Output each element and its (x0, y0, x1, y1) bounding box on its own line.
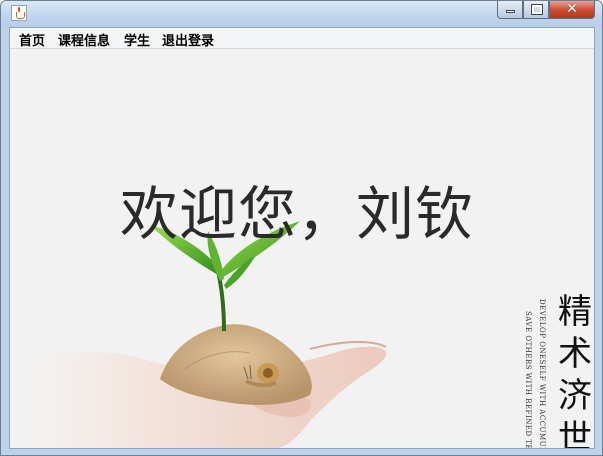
maximize-icon (532, 5, 542, 14)
java-app-icon[interactable] (11, 5, 27, 21)
vertical-english-text-1: DEVELOP ONESELF WITH ACCUMULATING VIRTUE (538, 299, 546, 448)
client-area: 首页 课程信息 学生 退出登录 (9, 27, 595, 449)
menu-logout[interactable]: 退出登录 (162, 34, 215, 49)
welcome-text: 欢迎您，刘钦 (120, 180, 475, 248)
minimize-icon (506, 10, 515, 13)
menu-home[interactable]: 首页 (19, 34, 46, 49)
calligraphy-char: 术 (558, 334, 592, 374)
close-icon: ✕ (566, 1, 578, 17)
calligraphy-char: 济 (558, 376, 592, 416)
background-image: 欢迎您，刘钦 精 术 济 世 DEVELOP ONESELF WITH ACCU… (10, 49, 594, 448)
calligraphy-char: 世 (558, 418, 592, 448)
menu-bar: 首页 课程信息 学生 退出登录 (10, 28, 594, 49)
seedling-hand-illustration (10, 221, 387, 448)
menu-student[interactable]: 学生 (124, 34, 151, 49)
title-bar[interactable]: ✕ (1, 1, 602, 27)
close-button[interactable]: ✕ (549, 1, 595, 19)
calligraphy-text: 精 术 济 世 (558, 291, 594, 448)
menu-course-info[interactable]: 课程信息 (58, 34, 111, 49)
calligraphy-char: 精 (558, 292, 592, 332)
maximize-button[interactable] (523, 1, 549, 19)
vertical-english-text-2: SAVE OTHERS WITH REFINED TECHNIQUES (524, 311, 532, 448)
minimize-button[interactable] (497, 1, 523, 19)
